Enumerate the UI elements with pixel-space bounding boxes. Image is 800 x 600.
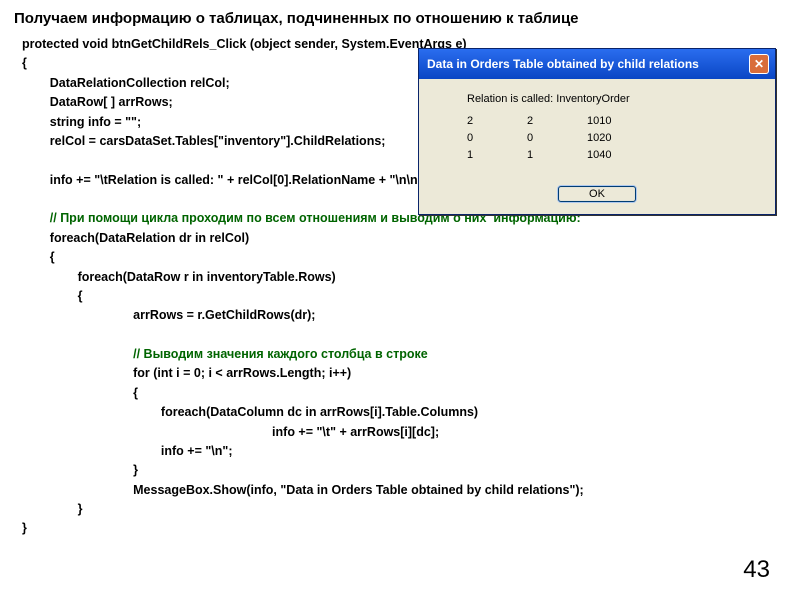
code-line: DataRow[ ] arrRows; [22,95,173,109]
code-line: } [22,463,138,477]
code-line: info += "\n"; [22,444,233,458]
table-row: 221010 [467,113,749,130]
dialog-button-row: OK [419,180,775,214]
code-line: DataRelationCollection relCol; [22,76,230,90]
code-line: } [22,521,27,535]
cell: 2 [527,113,587,130]
code-line: { [22,289,82,303]
cell: 1020 [587,130,647,147]
code-line: foreach(DataRow r in inventoryTable.Rows… [22,270,336,284]
table-row: 111040 [467,147,749,164]
code-line: relCol = carsDataSet.Tables["inventory"]… [22,134,385,148]
close-button[interactable]: ✕ [749,54,769,74]
cell: 1040 [587,147,647,164]
code-line: } [22,502,82,516]
code-line: { [22,250,55,264]
cell: 2 [467,113,527,130]
code-line: info += "\t" + arrRows[i][dc]; [22,425,439,439]
page-title: Получаем информацию о таблицах, подчинен… [0,0,800,35]
dialog-body: Relation is called: InventoryOrder 22101… [419,79,775,180]
dialog-title-text: Data in Orders Table obtained by child r… [427,57,699,71]
code-line: { [22,56,27,70]
dialog-titlebar[interactable]: Data in Orders Table obtained by child r… [419,49,775,79]
code-line: MessageBox.Show(info, "Data in Orders Ta… [22,483,584,497]
code-line [22,153,25,167]
message-box-dialog: Data in Orders Table obtained by child r… [418,48,776,215]
cell: 0 [527,130,587,147]
code-comment: // Выводим значения каждого столбца в ст… [22,347,428,361]
code-line: { [22,386,138,400]
code-line: protected void btnGetChildRels_Click (ob… [22,37,467,51]
code-line: foreach(DataRelation dr in relCol) [22,231,249,245]
code-line [22,328,25,342]
close-icon: ✕ [754,58,764,70]
cell: 1010 [587,113,647,130]
code-line [22,192,25,206]
cell: 1 [527,147,587,164]
page-number: 43 [743,556,770,584]
cell: 1 [467,147,527,164]
code-line: string info = ""; [22,115,141,129]
code-line: info += "\tRelation is called: " + relCo… [22,173,428,187]
ok-button[interactable]: OK [558,186,636,202]
code-line: arrRows = r.GetChildRows(dr); [22,308,315,322]
cell: 0 [467,130,527,147]
dialog-data-table: 221010 001020 111040 [467,113,749,164]
dialog-relation-line: Relation is called: InventoryOrder [467,93,749,105]
code-line: for (int i = 0; i < arrRows.Length; i++) [22,366,351,380]
code-line: foreach(DataColumn dc in arrRows[i].Tabl… [22,405,478,419]
table-row: 001020 [467,130,749,147]
